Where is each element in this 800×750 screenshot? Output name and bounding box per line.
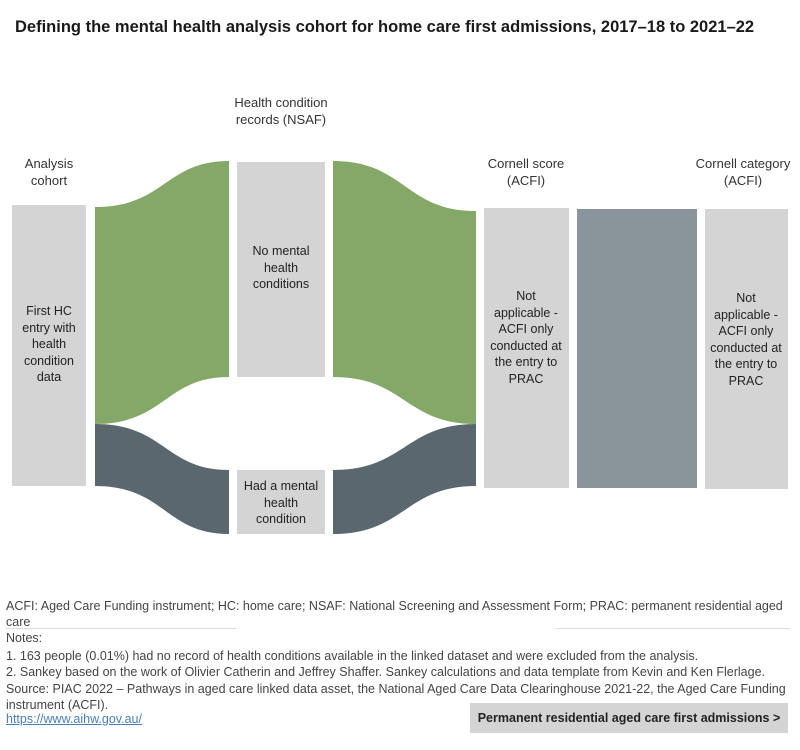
column-header-analysis-cohort: Analysis cohort <box>24 156 74 188</box>
node-first-hc-entry <box>12 205 86 486</box>
page-title: Defining the mental health analysis coho… <box>15 18 755 36</box>
node-cornell-category-na <box>705 209 788 489</box>
node-had-mental-health <box>237 470 325 534</box>
column-header-health-condition: Health condition records (NSAF) <box>234 95 328 127</box>
source-text: Source: PIAC 2022 – Pathways in aged car… <box>6 682 786 712</box>
permanent-residential-first-admissions-button[interactable]: Permanent residential aged care first ad… <box>470 703 788 733</box>
node-label-first-hc-entry: First HC entry with health condition dat… <box>22 304 76 384</box>
flow-cohort-to-had-mental <box>95 424 229 534</box>
node-no-mental-health <box>237 162 325 377</box>
flow-had-mental-to-score <box>333 424 476 534</box>
flow-score-to-category <box>577 209 697 488</box>
aihw-link[interactable]: https://www.aihw.gov.au/ <box>6 712 142 726</box>
notes-heading: Notes: <box>6 631 43 645</box>
flow-no-mental-to-score <box>333 161 476 424</box>
column-header-cornell-score: Cornell score (ACFI) <box>487 156 565 188</box>
node-label-had-mental-health: Had a mental health condition <box>243 479 319 526</box>
flow-cohort-to-no-mental <box>95 161 229 424</box>
node-label-cornell-category-na: Not applicable - ACFI only conducted at … <box>710 291 782 388</box>
node-label-cornell-score-na: Not applicable - ACFI only conducted at … <box>490 289 562 386</box>
node-label-no-mental-health: No mental health conditions <box>252 244 310 291</box>
sankey-diagram <box>12 161 788 534</box>
node-cornell-score-na <box>484 208 569 488</box>
column-header-cornell-category: Cornell category (ACFI) <box>695 156 791 188</box>
note-1: 1. 163 people (0.01%) had no record of h… <box>6 649 699 663</box>
note-2: 2. Sankey based on the work of Olivier C… <box>6 665 766 679</box>
abbreviations-text: ACFI: Aged Care Funding instrument; HC: … <box>6 599 783 629</box>
